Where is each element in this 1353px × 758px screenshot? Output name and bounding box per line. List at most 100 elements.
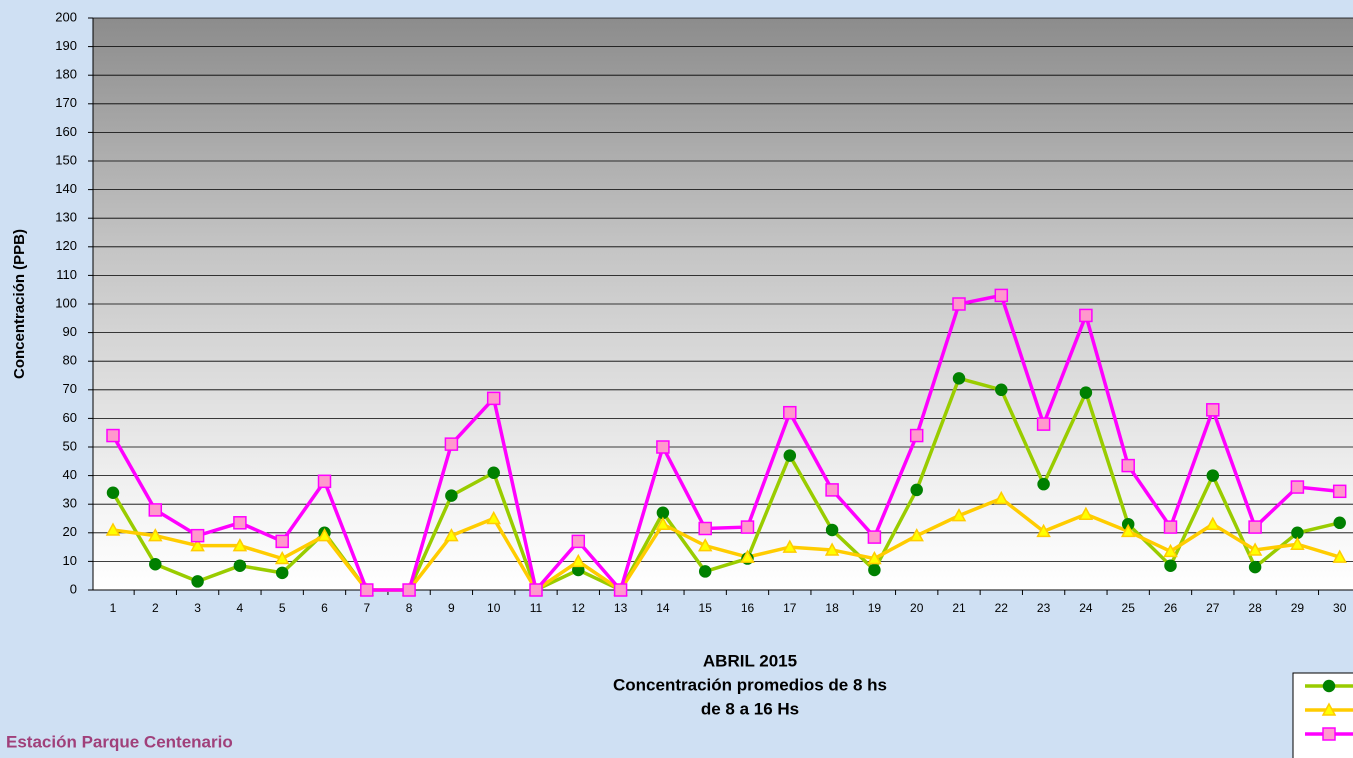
data-point bbox=[700, 566, 711, 577]
data-point bbox=[1334, 485, 1346, 497]
data-point bbox=[403, 584, 415, 596]
x-tick-label: 24 bbox=[1079, 601, 1093, 615]
data-point bbox=[1165, 521, 1177, 533]
y-tick-label: 100 bbox=[55, 295, 77, 310]
x-tick-label: 19 bbox=[868, 601, 882, 615]
x-tick-label: 22 bbox=[995, 601, 1009, 615]
data-point bbox=[150, 559, 161, 570]
x-tick-label: 18 bbox=[825, 601, 839, 615]
y-tick-label: 170 bbox=[55, 95, 77, 110]
data-point bbox=[826, 484, 838, 496]
data-point bbox=[445, 438, 457, 450]
data-point bbox=[1165, 560, 1176, 571]
y-tick-label: 80 bbox=[63, 353, 77, 368]
x-tick-label: 20 bbox=[910, 601, 924, 615]
y-tick-label: 110 bbox=[56, 267, 77, 282]
x-tick-label: 30 bbox=[1333, 601, 1347, 615]
x-tick-label: 7 bbox=[363, 601, 370, 615]
data-point bbox=[572, 535, 584, 547]
data-point bbox=[1207, 404, 1219, 416]
x-tick-label: 23 bbox=[1037, 601, 1051, 615]
data-point bbox=[1080, 309, 1092, 321]
data-point bbox=[530, 584, 542, 596]
y-tick-label: 10 bbox=[63, 553, 77, 568]
y-tick-label: 150 bbox=[55, 152, 77, 167]
y-tick-label: 60 bbox=[63, 410, 77, 425]
data-point bbox=[954, 373, 965, 384]
y-tick-label: 200 bbox=[55, 9, 77, 24]
data-point bbox=[1291, 481, 1303, 493]
station-label: Estación Parque Centenario bbox=[6, 732, 233, 751]
data-point bbox=[995, 289, 1007, 301]
x-tick-label: 11 bbox=[530, 601, 543, 615]
x-tick-label: 25 bbox=[1122, 601, 1136, 615]
y-tick-label: 120 bbox=[55, 238, 77, 253]
data-point bbox=[192, 530, 204, 542]
data-point bbox=[1292, 527, 1303, 538]
data-point bbox=[1249, 521, 1261, 533]
legend-marker bbox=[1323, 728, 1335, 740]
data-point bbox=[657, 507, 668, 518]
data-point bbox=[488, 392, 500, 404]
data-point bbox=[361, 584, 373, 596]
data-point bbox=[784, 407, 796, 419]
data-point bbox=[1122, 460, 1134, 472]
data-point bbox=[488, 467, 499, 478]
data-point bbox=[615, 584, 627, 596]
y-tick-label: 140 bbox=[55, 181, 77, 196]
y-tick-label: 160 bbox=[55, 124, 77, 139]
data-point bbox=[911, 484, 922, 495]
data-point bbox=[827, 524, 838, 535]
data-point bbox=[1038, 418, 1050, 430]
chart-subtitle: de 8 a 16 Hs bbox=[701, 699, 799, 718]
x-tick-label: 13 bbox=[614, 601, 628, 615]
y-tick-label: 130 bbox=[55, 210, 77, 225]
chart-subtitle: Concentración promedios de 8 hs bbox=[613, 675, 887, 694]
y-tick-label: 30 bbox=[63, 496, 77, 511]
x-tick-label: 4 bbox=[237, 601, 244, 615]
data-point bbox=[1334, 517, 1345, 528]
x-tick-label: 16 bbox=[741, 601, 755, 615]
x-tick-label: 17 bbox=[783, 601, 797, 615]
y-tick-label: 190 bbox=[55, 38, 77, 53]
data-point bbox=[868, 531, 880, 543]
data-point bbox=[108, 487, 119, 498]
x-tick-label: 3 bbox=[194, 601, 201, 615]
chart: ABRIL 2015 Concentración promedios de 8 … bbox=[0, 0, 1353, 758]
x-tick-label: 8 bbox=[406, 601, 413, 615]
x-tick-label: 10 bbox=[487, 601, 501, 615]
x-tick-label: 5 bbox=[279, 601, 286, 615]
x-tick-label: 26 bbox=[1164, 601, 1178, 615]
y-tick-label: 20 bbox=[63, 524, 77, 539]
data-point bbox=[319, 475, 331, 487]
page: ABRIL 2015 Concentración promedios de 8 … bbox=[0, 0, 1353, 758]
data-point bbox=[234, 517, 246, 529]
x-tick-label: 9 bbox=[448, 601, 455, 615]
data-point bbox=[784, 450, 795, 461]
x-tick-label: 1 bbox=[110, 601, 117, 615]
y-tick-label: 40 bbox=[63, 467, 77, 482]
x-tick-label: 28 bbox=[1248, 601, 1262, 615]
data-point bbox=[869, 564, 880, 575]
x-tick-label: 6 bbox=[321, 601, 328, 615]
data-point bbox=[657, 441, 669, 453]
data-point bbox=[1080, 387, 1091, 398]
data-point bbox=[996, 384, 1007, 395]
x-tick-label: 21 bbox=[952, 601, 966, 615]
data-point bbox=[911, 430, 923, 442]
x-tick-label: 15 bbox=[699, 601, 713, 615]
data-point bbox=[446, 490, 457, 501]
data-point bbox=[1038, 479, 1049, 490]
x-tick-label: 12 bbox=[572, 601, 586, 615]
legend-marker bbox=[1324, 681, 1335, 692]
data-point bbox=[699, 523, 711, 535]
data-point bbox=[742, 521, 754, 533]
data-point bbox=[192, 576, 203, 587]
data-point bbox=[953, 298, 965, 310]
data-point bbox=[1207, 470, 1218, 481]
data-point bbox=[277, 567, 288, 578]
data-point bbox=[107, 430, 119, 442]
x-tick-label: 29 bbox=[1291, 601, 1305, 615]
y-tick-label: 0 bbox=[70, 581, 77, 596]
data-point bbox=[276, 535, 288, 547]
